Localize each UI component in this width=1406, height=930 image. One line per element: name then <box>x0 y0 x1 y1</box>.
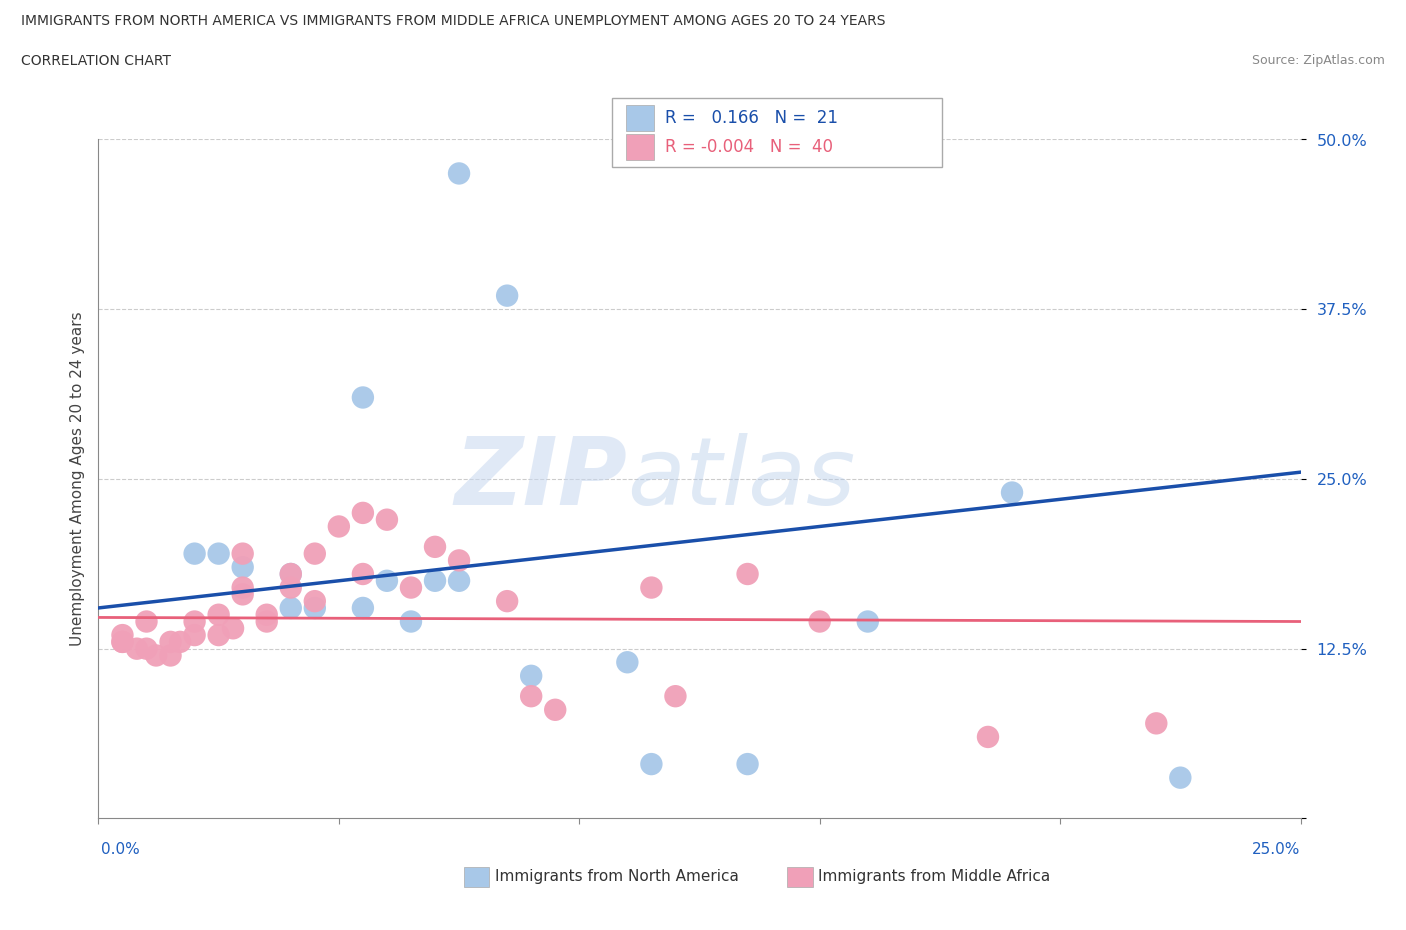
Y-axis label: Unemployment Among Ages 20 to 24 years: Unemployment Among Ages 20 to 24 years <box>69 312 84 646</box>
Point <box>169 634 191 649</box>
Point <box>304 546 326 561</box>
Point <box>808 614 831 629</box>
Text: ZIP: ZIP <box>454 433 627 525</box>
Point <box>232 560 254 575</box>
Text: Immigrants from Middle Africa: Immigrants from Middle Africa <box>818 869 1050 883</box>
Point <box>208 628 231 643</box>
Point <box>135 614 157 629</box>
Point <box>399 614 422 629</box>
Point <box>856 614 879 629</box>
Point <box>447 166 470 181</box>
Point <box>737 566 759 581</box>
Point <box>125 642 148 657</box>
Point <box>352 390 374 405</box>
Point <box>111 628 134 643</box>
Point <box>423 539 446 554</box>
Point <box>232 546 254 561</box>
Point <box>135 642 157 657</box>
Point <box>399 580 422 595</box>
Point <box>183 628 205 643</box>
Point <box>280 601 302 616</box>
Point <box>352 566 374 581</box>
Point <box>447 573 470 589</box>
Point <box>256 614 278 629</box>
Point <box>328 519 350 534</box>
Point <box>352 506 374 521</box>
Point <box>304 593 326 608</box>
Point <box>1001 485 1024 500</box>
Point <box>664 689 686 704</box>
Text: CORRELATION CHART: CORRELATION CHART <box>21 54 172 68</box>
Point <box>447 553 470 568</box>
Point <box>544 702 567 717</box>
Point <box>1144 716 1167 731</box>
Point <box>520 689 543 704</box>
Point <box>304 601 326 616</box>
Point <box>183 614 205 629</box>
Point <box>352 601 374 616</box>
Text: Source: ZipAtlas.com: Source: ZipAtlas.com <box>1251 54 1385 67</box>
Point <box>145 648 167 663</box>
Text: atlas: atlas <box>627 433 856 525</box>
Point <box>208 546 231 561</box>
Point <box>375 512 398 527</box>
Point <box>280 566 302 581</box>
Point <box>496 593 519 608</box>
Point <box>232 580 254 595</box>
Point <box>183 546 205 561</box>
Text: 0.0%: 0.0% <box>101 842 141 857</box>
Point <box>208 607 231 622</box>
Point <box>222 621 245 636</box>
Text: R = -0.004   N =  40: R = -0.004 N = 40 <box>665 138 832 156</box>
Point <box>640 580 662 595</box>
Point <box>423 573 446 589</box>
Point <box>640 757 662 772</box>
Point <box>737 757 759 772</box>
Point <box>1170 770 1192 785</box>
Point <box>280 580 302 595</box>
Point <box>232 587 254 602</box>
Point <box>256 607 278 622</box>
Point <box>977 729 1000 744</box>
Text: 25.0%: 25.0% <box>1253 842 1301 857</box>
Point <box>375 573 398 589</box>
Text: Immigrants from North America: Immigrants from North America <box>495 869 738 883</box>
Text: IMMIGRANTS FROM NORTH AMERICA VS IMMIGRANTS FROM MIDDLE AFRICA UNEMPLOYMENT AMON: IMMIGRANTS FROM NORTH AMERICA VS IMMIGRA… <box>21 14 886 28</box>
Point <box>280 566 302 581</box>
Point <box>616 655 638 670</box>
Point <box>159 648 181 663</box>
Point <box>111 634 134 649</box>
Point <box>159 634 181 649</box>
Point <box>520 669 543 684</box>
Text: R =   0.166   N =  21: R = 0.166 N = 21 <box>665 109 838 127</box>
Point <box>496 288 519 303</box>
Point <box>111 634 134 649</box>
